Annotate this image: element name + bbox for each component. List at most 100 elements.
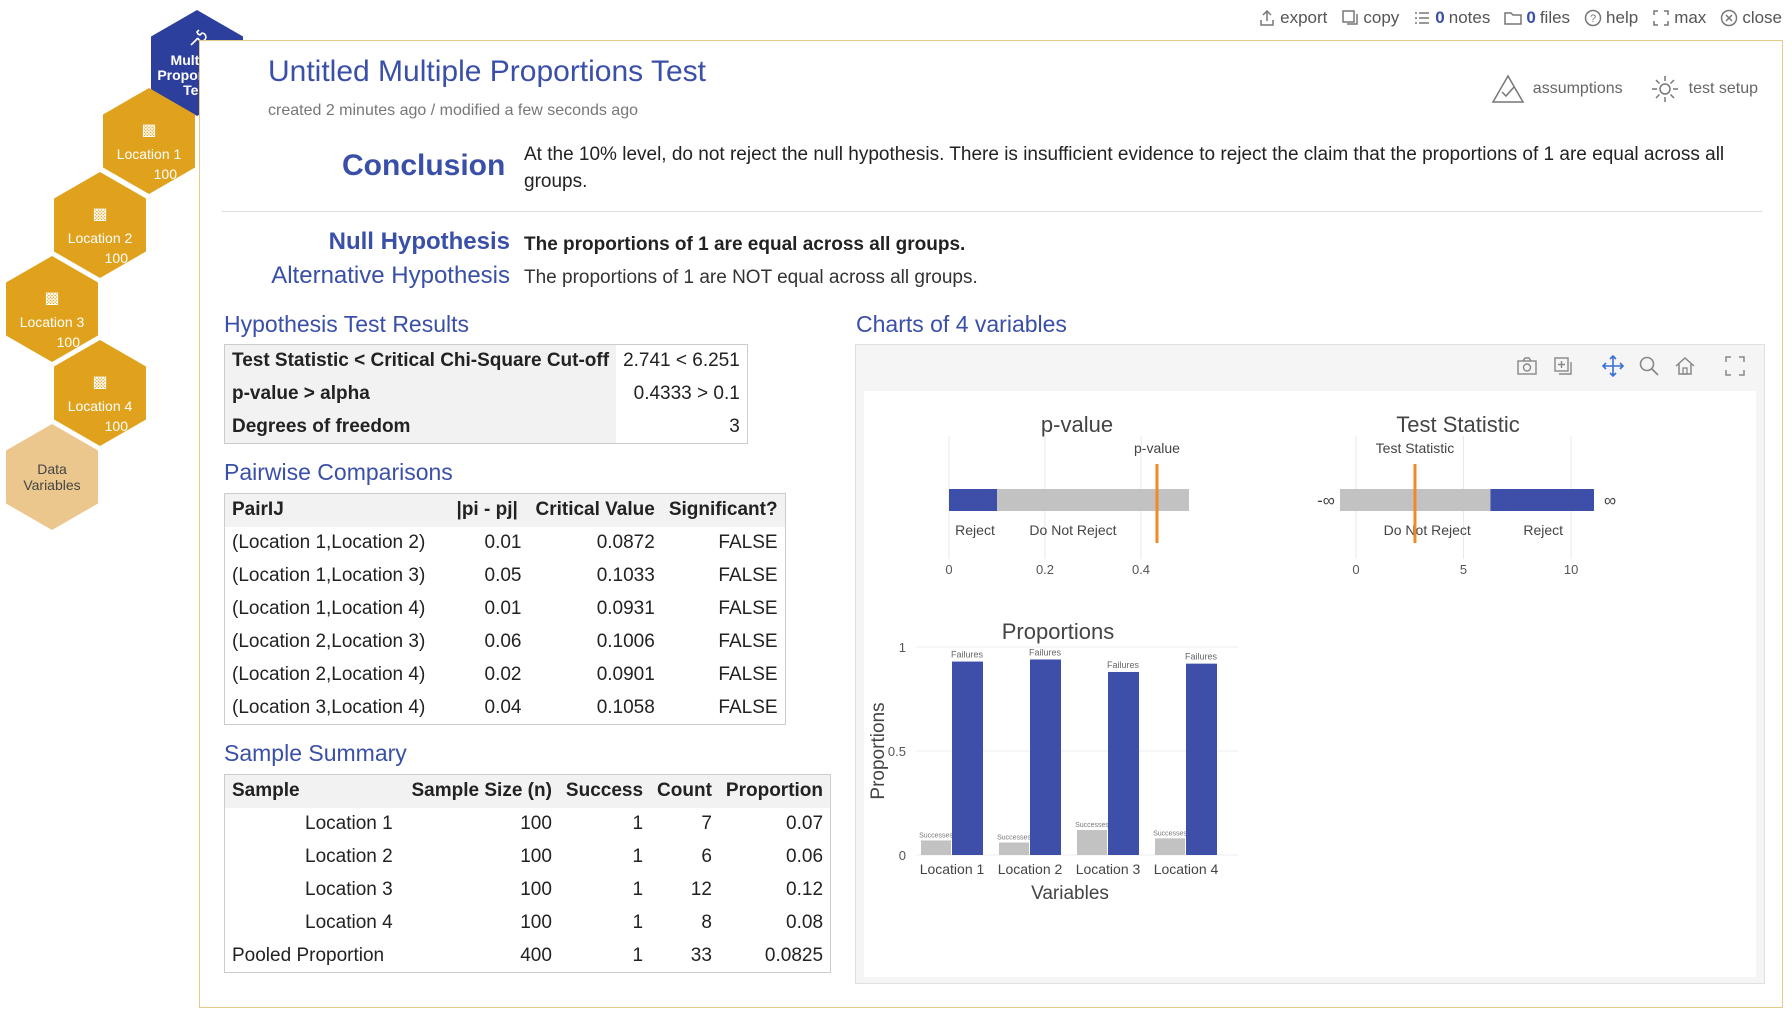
table-cell: 0.4333 > 0.1 [633, 383, 740, 404]
table-cell: 100 [520, 912, 552, 933]
top-toolbar: export copy 0 notes 0 files ? help max c… [1258, 8, 1782, 28]
hex-location-4[interactable]: ▩ Location 4 100 [54, 340, 146, 446]
notes-button[interactable]: 0 notes [1413, 8, 1490, 28]
hex-data-variables[interactable]: Data Variables [6, 424, 98, 530]
failures-bar [1186, 663, 1217, 855]
hex-data-label: Data Variables [23, 461, 81, 493]
table-cell: 1 [632, 879, 644, 900]
bar-chart-icon: ▩ [92, 206, 108, 223]
wrench-icon [190, 28, 207, 46]
alternative-hypothesis-heading: Alternative Hypothesis [271, 262, 510, 289]
table-row: Test Statistic < Critical Chi-Square Cut… [224, 344, 748, 378]
table-cell: Degrees of freedom [224, 410, 617, 444]
chart-title: p-value [1041, 412, 1113, 437]
bar-label: Successes [997, 835, 1031, 842]
table-cell: p-value > alpha [224, 377, 617, 411]
copy-chart-icon[interactable] [1552, 355, 1574, 377]
files-button[interactable]: 0 files [1504, 8, 1570, 28]
hex-variable-count: 100 [153, 166, 177, 182]
assumptions-label: assumptions [1532, 80, 1623, 97]
list-icon [1415, 12, 1430, 24]
table-header-row: Sample Sample Size (n) Success Count Pro… [224, 774, 831, 808]
chart-title: Test Statistic [1396, 412, 1519, 437]
maximize-button[interactable]: max [1652, 8, 1706, 28]
page-title[interactable]: Untitled Multiple Proportions Test [268, 55, 706, 88]
region-label: Do Not Reject [1384, 522, 1471, 538]
assumptions-button[interactable]: assumptions [1491, 73, 1623, 105]
charts-svg: p-value 0 0.2 0.4 Reject Do Not Reject p-value… [868, 412, 1616, 904]
pan-icon[interactable] [1601, 354, 1625, 378]
test-setup-button[interactable]: test setup [1649, 73, 1758, 105]
table-cell: 100 [520, 846, 552, 867]
max-label: max [1674, 8, 1707, 27]
table-cell: FALSE [718, 696, 778, 718]
table-cell: 0.12 [786, 879, 824, 900]
zoom-icon[interactable] [1638, 355, 1660, 377]
hex-location-2[interactable]: ▩ Location 2 100 [54, 172, 146, 278]
tick-label: 10 [1564, 562, 1578, 577]
table-cell: 0.01 [484, 532, 522, 553]
fullscreen-icon[interactable] [1724, 355, 1746, 377]
close-button[interactable]: close [1720, 8, 1782, 28]
help-button[interactable]: ? help [1584, 8, 1638, 28]
table-cell: 0.1006 [596, 631, 655, 652]
table-cell: 1 [632, 813, 644, 834]
table-cell: 0.0825 [764, 944, 824, 966]
bar-label: Failures [1185, 652, 1218, 662]
table-cell: (Location 2,Location 4) [232, 664, 426, 685]
hex-location-3[interactable]: ▩ Location 3 100 [6, 256, 98, 362]
chart-toolbar [1516, 354, 1746, 378]
copy-button[interactable]: copy [1341, 8, 1399, 28]
notes-count: 0 [1435, 8, 1445, 27]
table-cell: 2.741 < 6.251 [623, 350, 740, 372]
home-icon[interactable] [1674, 355, 1696, 377]
table-row: (Location 1,Location 3) 0.05 0.1033 FALS… [225, 560, 786, 593]
table-cell: 1 [632, 944, 644, 966]
table-cell: 0.06 [786, 846, 824, 867]
alternative-hypothesis-text: The proportions of 1 are NOT equal acros… [524, 267, 978, 288]
table-row: Location 3 100 1 12 0.12 [225, 874, 831, 907]
region-label: Reject [955, 522, 995, 538]
chart-area: p-value 0 0.2 0.4 Reject Do Not Reject p-value… [864, 391, 1756, 977]
column-header: Critical Value [528, 493, 662, 527]
table-header-row: PairIJ |pi - pj| Critical Value Signific… [224, 493, 786, 527]
table-cell: 8 [701, 912, 712, 933]
hex-variable-label: Location 2 [67, 230, 133, 246]
table-cell: 100 [520, 813, 552, 834]
column-header: Significant? [661, 493, 786, 527]
table-cell: 0.04 [484, 696, 522, 718]
region-label: Do Not Reject [1029, 522, 1116, 538]
bar-chart-icon: ▩ [141, 122, 157, 139]
folder-icon [1504, 12, 1523, 25]
export-button[interactable]: export [1258, 8, 1327, 28]
camera-icon[interactable] [1516, 355, 1538, 377]
bar-label: Failures [951, 650, 984, 660]
column-header: Count [650, 774, 719, 808]
tick-label: 0.5 [888, 744, 906, 759]
category-label: Location 3 [1076, 861, 1141, 877]
table-cell: Location 2 [305, 846, 393, 867]
table-cell: (Location 1,Location 3) [232, 565, 426, 586]
table-cell: 0.08 [786, 912, 824, 933]
table-row: Location 1 100 1 7 0.07 [225, 808, 831, 841]
table-row: (Location 3,Location 4) 0.04 0.1058 FALS… [225, 692, 786, 725]
table-cell: 0.0901 [596, 664, 655, 685]
successes-bar [1155, 838, 1185, 855]
table-cell: (Location 1,Location 4) [232, 598, 426, 619]
page-subtitle: created 2 minutes ago / modified a few s… [268, 102, 638, 119]
divider [222, 211, 1762, 212]
charts-heading: Charts of 4 variables [856, 311, 1067, 337]
table-row: Location 4 100 1 8 0.08 [225, 907, 831, 940]
bar-label: Successes [919, 832, 953, 839]
notes-label: notes [1448, 8, 1491, 27]
results-table: Test Statistic < Critical Chi-Square Cut… [224, 344, 748, 444]
region-label: Reject [1523, 522, 1563, 538]
tick-label: 0 [899, 848, 906, 863]
table-cell: 12 [690, 879, 712, 900]
bar-chart-icon: ▩ [92, 374, 108, 391]
table-cell: 0.1058 [596, 696, 655, 718]
svg-text:?: ? [1590, 13, 1596, 25]
do-not-reject-region [997, 489, 1189, 511]
warning-icon [1491, 74, 1525, 103]
export-label: export [1280, 8, 1328, 27]
